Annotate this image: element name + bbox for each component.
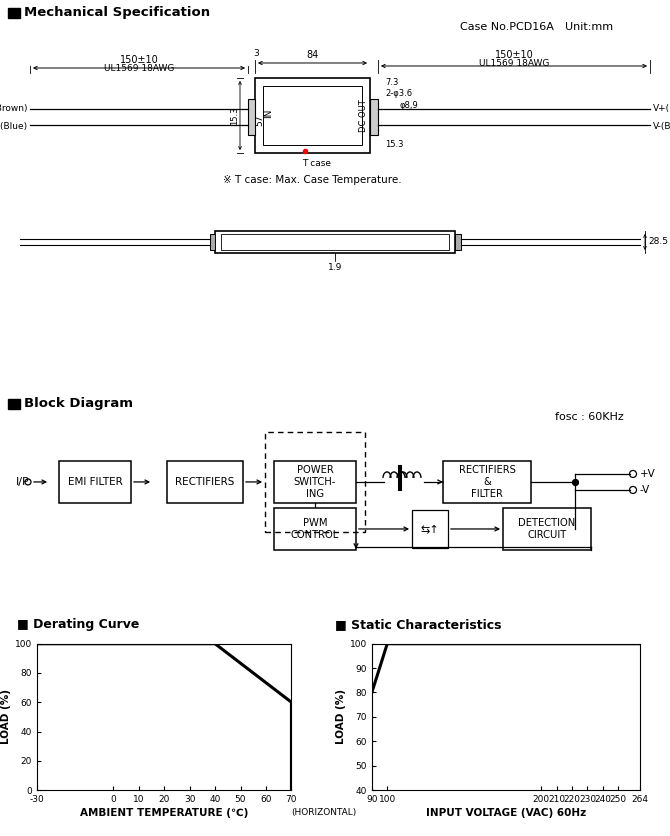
- Text: Unit:mm: Unit:mm: [565, 22, 613, 32]
- Text: DC OUT: DC OUT: [360, 99, 368, 132]
- Bar: [167, 461, 243, 503]
- Text: 1.9: 1.9: [328, 263, 342, 272]
- Text: RECTIFIERS
&
FILTER: RECTIFIERS & FILTER: [458, 466, 515, 498]
- Bar: [210, 234, 215, 250]
- Bar: [221, 234, 449, 250]
- Text: fosc : 60KHz: fosc : 60KHz: [555, 412, 624, 422]
- Text: ■ Derating Curve: ■ Derating Curve: [17, 618, 139, 631]
- Text: Block Diagram: Block Diagram: [24, 397, 133, 410]
- Bar: [263, 86, 362, 145]
- Text: RECTIFIERS: RECTIFIERS: [176, 477, 234, 487]
- Text: UL1569 18AWG: UL1569 18AWG: [479, 59, 549, 68]
- Text: PWM
CONTROL: PWM CONTROL: [291, 518, 339, 540]
- Bar: [59, 461, 131, 503]
- Text: -V: -V: [640, 485, 651, 495]
- Text: 150±10: 150±10: [120, 55, 158, 65]
- Text: Mechanical Specification: Mechanical Specification: [24, 7, 210, 19]
- Bar: [8, 8, 20, 18]
- Text: EMI FILTER: EMI FILTER: [68, 477, 123, 487]
- Text: AC/L(Brown): AC/L(Brown): [0, 104, 28, 114]
- Text: ※ T case: Max. Case Temperature.: ※ T case: Max. Case Temperature.: [223, 175, 402, 185]
- Bar: [8, 399, 20, 409]
- Text: 84: 84: [306, 50, 319, 60]
- Bar: [455, 234, 461, 250]
- Text: ■ Static Characteristics: ■ Static Characteristics: [335, 618, 502, 631]
- Y-axis label: LOAD (%): LOAD (%): [336, 690, 346, 744]
- Bar: [370, 99, 378, 135]
- Text: 57: 57: [255, 115, 265, 126]
- Bar: [443, 461, 531, 503]
- Bar: [274, 461, 356, 503]
- Text: 3: 3: [253, 49, 259, 58]
- Y-axis label: LOAD (%): LOAD (%): [1, 690, 11, 744]
- Bar: [265, 432, 365, 532]
- Text: DETECTION
CIRCUIT: DETECTION CIRCUIT: [519, 518, 576, 540]
- Bar: [255, 78, 370, 153]
- Bar: [248, 99, 255, 135]
- Text: 15.3: 15.3: [230, 106, 239, 125]
- Bar: [215, 231, 455, 253]
- Bar: [412, 510, 448, 548]
- Text: 7.3: 7.3: [385, 79, 399, 88]
- Bar: [274, 508, 356, 550]
- Text: Case No.PCD16A: Case No.PCD16A: [460, 22, 554, 32]
- Text: 28.5: 28.5: [648, 237, 668, 247]
- Text: AC/N(Blue): AC/N(Blue): [0, 123, 28, 131]
- Bar: [503, 508, 591, 550]
- Text: POWER
SWITCH-
ING: POWER SWITCH- ING: [294, 466, 336, 498]
- Text: V-(BLACK): V-(BLACK): [653, 123, 670, 131]
- Text: IN: IN: [265, 109, 273, 118]
- Text: (HORIZONTAL): (HORIZONTAL): [291, 808, 356, 817]
- X-axis label: INPUT VOLTAGE (VAC) 60Hz: INPUT VOLTAGE (VAC) 60Hz: [425, 808, 586, 818]
- Text: I/P: I/P: [16, 477, 29, 487]
- Text: +V: +V: [640, 469, 656, 479]
- Text: 150±10: 150±10: [494, 50, 533, 60]
- Text: T case: T case: [302, 159, 332, 168]
- Text: φ8,9: φ8,9: [400, 101, 419, 110]
- Text: V+(RED): V+(RED): [653, 104, 670, 114]
- Text: 15.3: 15.3: [385, 140, 403, 150]
- Text: ⇆↑: ⇆↑: [421, 524, 440, 534]
- Text: UL1569 18AWG: UL1569 18AWG: [104, 64, 174, 73]
- X-axis label: AMBIENT TEMPERATURE (℃): AMBIENT TEMPERATURE (℃): [80, 808, 249, 818]
- Text: 2-φ3.6: 2-φ3.6: [385, 89, 412, 99]
